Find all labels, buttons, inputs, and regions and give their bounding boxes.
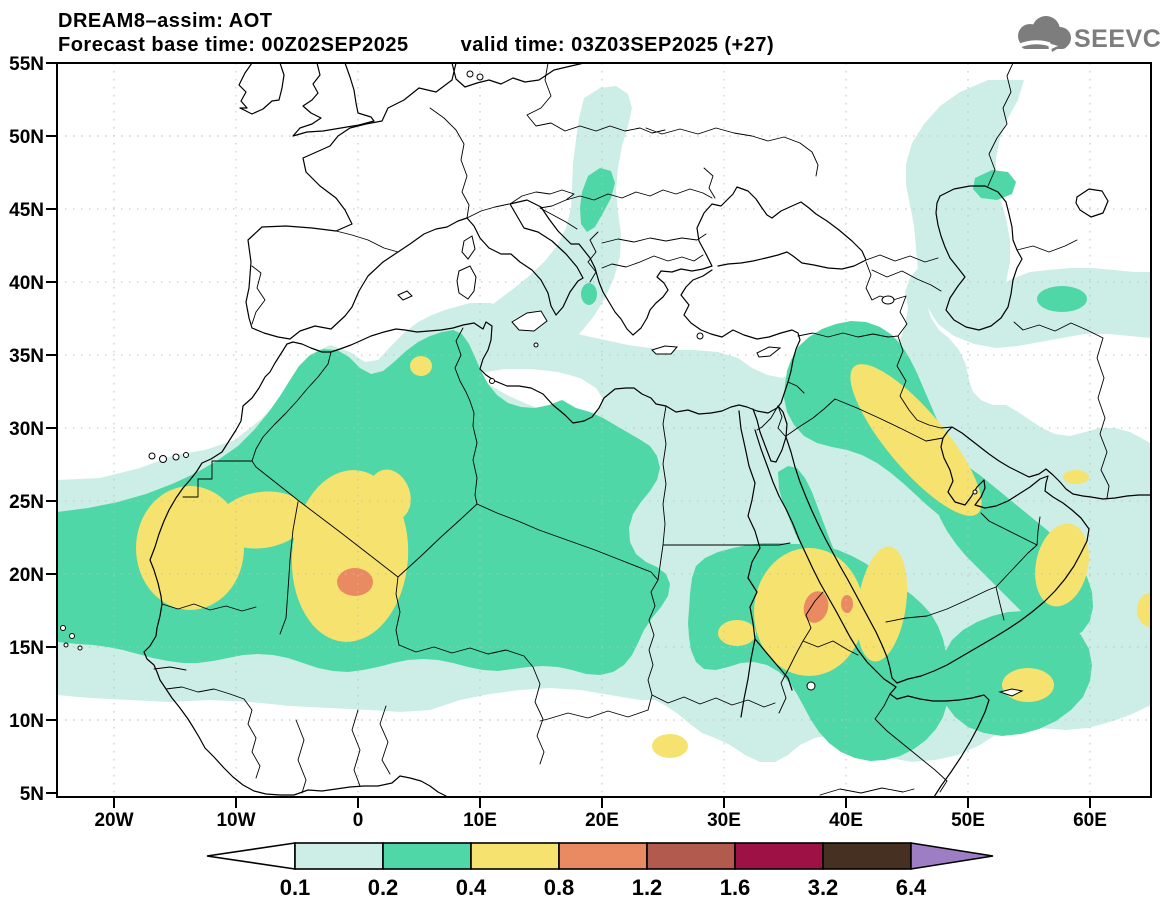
- legend-label: 0.1: [280, 875, 311, 900]
- white-gap-caspian: [1015, 216, 1041, 258]
- aot-level-0.2-balkan-core: [580, 168, 615, 232]
- legend-label: 0.8: [544, 875, 575, 900]
- aot-level-0.2-north-caspian-core: [973, 170, 1016, 200]
- white-gap-ne-libya: [480, 369, 603, 416]
- lat-tick-label: 35N: [9, 346, 44, 367]
- seevccc-logo: SEEVCCC: [1015, 16, 1160, 53]
- legend-label: 1.2: [632, 875, 663, 900]
- legend-label: 6.4: [896, 875, 927, 900]
- lat-tick-label: 55N: [9, 54, 44, 75]
- legend-label: 0.4: [456, 875, 487, 900]
- colorbar-legend: 0.1 0.2 0.4 0.8 1.2 1.6 3.2 6.4: [206, 842, 994, 900]
- map-frame: [56, 62, 1152, 798]
- lon-tick-label: 10W: [216, 810, 255, 831]
- aot-level-0.1-caspian-band: [906, 80, 1151, 348]
- lat-tick-label: 5N: [20, 784, 44, 805]
- aot-level-0.8-group: [337, 568, 853, 623]
- aot-level-0.1-balkan-streak: [463, 86, 632, 372]
- lon-axis: 20W 10W 0 10E 20E 30E 40E 50E 60E: [94, 810, 1106, 831]
- lon-tick-label: 50E: [951, 810, 985, 831]
- legend-cell: [822, 842, 912, 870]
- lon-tick-label: 40E: [829, 810, 863, 831]
- lat-tick-label: 50N: [9, 127, 44, 148]
- lon-tick-label: 60E: [1073, 810, 1107, 831]
- legend-left-arrow: [206, 842, 296, 870]
- lon-tick-label: 30E: [707, 810, 741, 831]
- lat-tick-label: 25N: [9, 492, 44, 513]
- legend-label: 1.6: [720, 875, 751, 900]
- chart-title: DREAM8–assim: AOT: [58, 10, 273, 32]
- valid-time: valid time: 03Z03SEP2025 (+27): [460, 34, 775, 56]
- legend-right-arrow: [910, 842, 994, 870]
- aot-level-0.2-greece-core: [581, 283, 597, 305]
- lat-axis: 55N 50N 45N 40N 35N 30N 25N 20N 15N 10N …: [9, 54, 44, 805]
- legend-cell: [734, 842, 824, 870]
- legend-cell: [470, 842, 560, 870]
- lon-tick-label: 10E: [463, 810, 497, 831]
- chart-subtitle: Forecast base time: 00Z02SEP2025 valid t…: [58, 34, 774, 57]
- legend-label: 0.2: [368, 875, 399, 900]
- lon-tick-label: 0: [353, 810, 364, 831]
- lat-tick-label: 40N: [9, 273, 44, 294]
- lat-tick-label: 45N: [9, 200, 44, 221]
- aot-contour-fills: [57, 80, 1151, 762]
- cloud-icon: [1015, 16, 1071, 52]
- axis-ticks: [46, 62, 1091, 808]
- logo-text: SEEVCCC: [1074, 25, 1160, 53]
- aot-level-0.2-turkmen-core: [1037, 286, 1087, 312]
- legend-cell: [294, 842, 384, 870]
- lat-tick-label: 30N: [9, 419, 44, 440]
- legend-label: 3.2: [808, 875, 839, 900]
- lon-tick-label: 20W: [94, 810, 133, 831]
- lat-tick-label: 10N: [9, 711, 44, 732]
- lat-tick-label: 15N: [9, 638, 44, 659]
- legend-cell: [646, 842, 736, 870]
- legend-cell: [558, 842, 648, 870]
- legend-cell: [382, 842, 472, 870]
- country-borders: [153, 63, 1110, 796]
- lon-tick-label: 20E: [585, 810, 619, 831]
- coastlines: [143, 63, 1151, 797]
- forecast-base-time: Forecast base time: 00Z02SEP2025: [58, 34, 409, 56]
- islands: [60, 70, 1024, 697]
- lat-tick-label: 20N: [9, 565, 44, 586]
